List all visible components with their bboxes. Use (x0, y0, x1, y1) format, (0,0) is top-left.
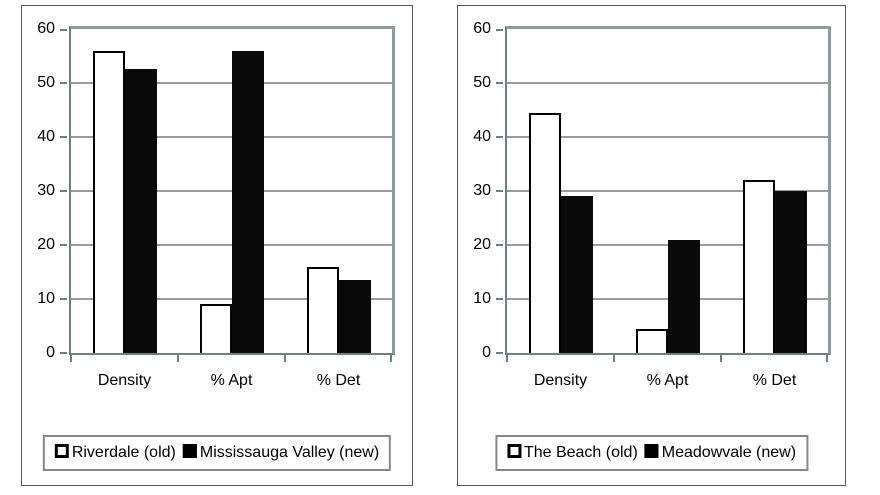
y-axis-tick-label: 10 (473, 290, 491, 307)
chart-panel-old-vs-new-toronto: 0 10 20 30 40 50 60 Density % Apt % Det Riverdale… (21, 5, 413, 486)
plot-area: 0 10 20 30 40 50 60 Density % Apt % Det (473, 20, 831, 389)
legend-label: The Beach (old) (523, 444, 638, 461)
plot-area: 0 10 20 30 40 50 60 Density % Apt % Det (37, 20, 395, 389)
bar-old (199, 304, 232, 353)
legend: The Beach (old) Meadowvale (new) (494, 435, 809, 471)
x-axis-category-label: % Apt (646, 372, 689, 389)
y-axis-tick-label: 10 (37, 290, 55, 307)
legend-swatch-white-icon (54, 444, 69, 458)
x-axis-tick (177, 355, 179, 362)
legend-swatch-black-icon (182, 444, 197, 458)
legend-swatch-black-icon (644, 444, 659, 458)
y-axis-tick (496, 29, 503, 31)
y-axis-tick-label: 60 (37, 20, 55, 37)
y-axis-tick-label: 20 (37, 236, 55, 253)
y-axis-tick (496, 82, 503, 84)
x-axis-category-label: Density (97, 372, 152, 389)
legend: Riverdale (old) Mississauga Valley (new) (42, 435, 392, 471)
x-axis-tick (284, 355, 286, 362)
y-axis-tick-label: 50 (37, 74, 55, 91)
chart-panel-beach-vs-meadowvale: 0 10 20 30 40 50 60 Density % Apt % Det The Beach… (457, 5, 846, 486)
y-axis-tick (496, 190, 503, 192)
bar-new (774, 191, 807, 353)
gridline (507, 136, 828, 138)
y-axis-tick (60, 244, 67, 246)
legend-item: Mississauga Valley (new) (182, 444, 380, 462)
x-axis-category-label: % Apt (210, 372, 253, 389)
bar-old (92, 51, 125, 353)
y-axis-tick-label: 50 (473, 74, 491, 91)
x-axis-category-label: Density (533, 372, 588, 389)
y-axis-tick-label: 0 (46, 344, 55, 361)
y-axis-tick-label: 60 (473, 20, 491, 37)
y-axis-tick-label: 20 (473, 236, 491, 253)
legend-swatch-white-icon (506, 444, 521, 458)
y-axis-tick (496, 244, 503, 246)
bar-new (124, 69, 157, 353)
x-axis-tick (70, 355, 72, 362)
legend-label: Mississauga Valley (new) (199, 444, 380, 461)
legend-label: Riverdale (old) (71, 444, 176, 461)
y-axis-tick-label: 30 (37, 182, 55, 199)
y-axis-tick (496, 136, 503, 138)
y-axis-tick-label: 0 (482, 344, 491, 361)
y-axis-tick (496, 298, 503, 300)
y-axis-tick (496, 352, 503, 354)
y-axis-tick (60, 82, 67, 84)
bar-new (338, 280, 371, 353)
y-axis-tick-label: 40 (37, 128, 55, 145)
x-axis-tick (826, 355, 828, 362)
x-axis-tick (390, 355, 392, 362)
y-axis-tick (60, 29, 67, 31)
y-axis-tick (60, 136, 67, 138)
gridline (507, 82, 828, 84)
bar-old (306, 267, 339, 353)
y-axis-tick (60, 190, 67, 192)
x-axis-tick (720, 355, 722, 362)
bar-new (231, 51, 264, 353)
x-axis-tick (506, 355, 508, 362)
y-axis-tick (60, 352, 67, 354)
bar-new (560, 196, 593, 353)
y-axis-tick (60, 298, 67, 300)
bar-old (742, 180, 775, 353)
x-axis-category-label: % Det (752, 372, 797, 389)
gridline (507, 190, 828, 192)
x-axis-category-label: % Det (316, 372, 361, 389)
x-axis-tick (613, 355, 615, 362)
bar-new (667, 240, 700, 353)
legend-item: The Beach (old) (506, 444, 638, 462)
legend-item: Riverdale (old) (54, 444, 176, 462)
bar-old (528, 113, 561, 353)
y-axis-tick-label: 30 (473, 182, 491, 199)
legend-label: Meadowvale (new) (661, 444, 797, 461)
legend-item: Meadowvale (new) (644, 444, 797, 462)
bar-old (635, 329, 668, 353)
y-axis-tick-label: 40 (473, 128, 491, 145)
